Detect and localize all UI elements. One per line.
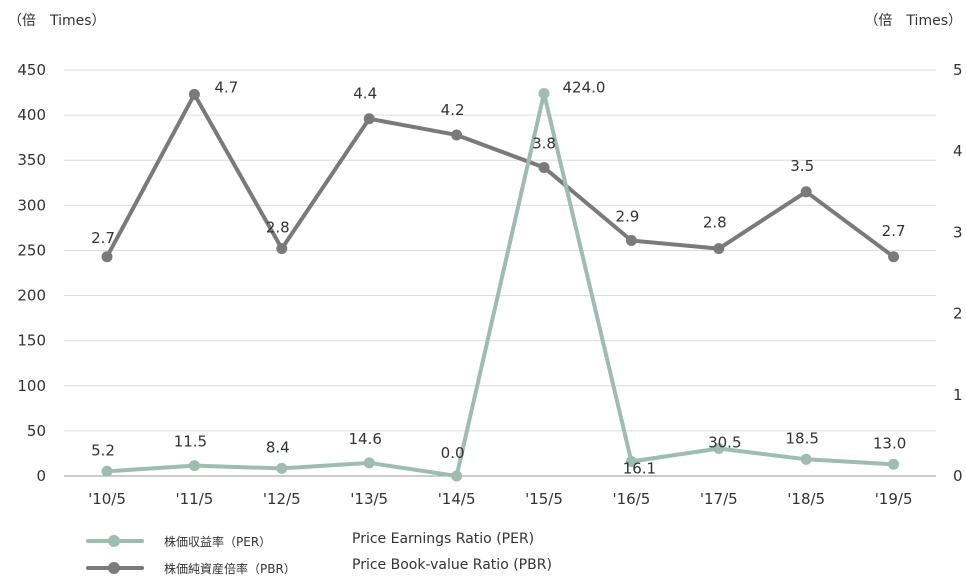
right-tick-label: 4 [953, 142, 963, 160]
legend-marker-pbr [108, 562, 120, 574]
x-tick-label: '12/5 [263, 490, 301, 508]
left-axis-unit: （倍 Times） [8, 13, 106, 29]
gridlines [64, 69, 936, 477]
x-tick-label: '17/5 [700, 490, 738, 508]
legend-item-per [86, 531, 144, 551]
legend-item-pbr [86, 558, 144, 578]
per-data-label: 424.0 [563, 78, 606, 96]
per-point [625, 455, 637, 467]
legend-label-per-en: Price Earnings Ratio (PER) [352, 531, 535, 547]
pbr-series-line [105, 92, 896, 259]
pbr-data-label: 2.7 [882, 222, 906, 240]
left-tick-label: 350 [17, 151, 46, 169]
legend-swatch-per [86, 531, 144, 551]
pbr-data-label: 4.2 [441, 101, 465, 119]
right-axis-unit: （倍 Times） [864, 13, 962, 29]
pbr-data-label: 3.5 [790, 157, 814, 175]
legend-marker-per [108, 535, 120, 547]
left-tick-label: 100 [17, 377, 46, 395]
per-data-label: 11.5 [174, 433, 207, 451]
line-chart: 0 50 100 150 200 250 300 350 400 450 0 1 2 3 4 5 '10/5… [17, 61, 963, 508]
per-point [538, 87, 550, 99]
left-tick-label: 300 [17, 196, 46, 214]
per-point [276, 462, 288, 474]
pbr-point [800, 186, 812, 198]
right-tick-label: 3 [953, 223, 963, 241]
per-data-label: 18.5 [785, 429, 818, 447]
legend-label-per-jp: 株価収益率（PER） [164, 535, 272, 549]
left-tick-label: 50 [27, 422, 46, 440]
per-data-label: 5.2 [91, 441, 115, 459]
right-tick-label: 5 [953, 61, 963, 79]
data-labels: 2.7 4.7 2.8 4.4 4.2 3.8 2.9 2.8 3.5 2.7 5.2 11.5 8.4… [91, 78, 906, 477]
x-tick-label: '16/5 [612, 490, 650, 508]
left-tick-label: 200 [17, 287, 46, 305]
per-point [363, 457, 375, 469]
per-point [713, 442, 725, 454]
per-data-label: 0.0 [441, 444, 465, 462]
pbr-point [101, 251, 113, 263]
pbr-point [276, 243, 288, 255]
pbr-point [363, 113, 375, 125]
x-tick-label: '13/5 [350, 490, 388, 508]
left-tick-label: 400 [17, 106, 46, 124]
left-axis-ticks: 0 50 100 150 200 250 300 350 400 450 [17, 61, 46, 485]
x-axis-ticks: '10/5 '11/5 '12/5 '13/5 '14/5 '15/5 '16/5 '17/5… [88, 490, 912, 508]
per-point [888, 458, 900, 470]
per-point [101, 465, 113, 477]
per-data-label: 8.4 [266, 438, 290, 456]
pbr-data-label: 2.9 [615, 208, 639, 226]
pbr-point [888, 251, 900, 263]
pbr-point [538, 161, 550, 173]
pbr-data-label: 4.4 [353, 85, 377, 103]
per-point [188, 460, 200, 472]
x-tick-label: '15/5 [525, 490, 563, 508]
right-tick-label: 2 [953, 305, 963, 323]
x-tick-label: '10/5 [88, 490, 126, 508]
x-tick-label: '14/5 [438, 490, 476, 508]
right-tick-label: 1 [953, 386, 963, 404]
pbr-data-label: 2.8 [266, 219, 290, 237]
legend-label-pbr-jp: 株価純資産倍率（PBR） [164, 562, 296, 576]
per-data-label: 14.6 [348, 430, 381, 448]
legend-swatch-pbr [86, 558, 144, 578]
x-tick-label: '11/5 [175, 490, 213, 508]
series-layer [101, 87, 900, 482]
left-tick-label: 0 [36, 467, 46, 485]
per-point [451, 470, 463, 482]
pbr-point [188, 88, 200, 100]
right-axis-ticks: 0 1 2 3 4 5 [953, 61, 963, 485]
left-tick-label: 150 [17, 332, 46, 350]
pbr-data-label: 2.7 [91, 229, 115, 247]
per-data-label: 30.5 [708, 433, 741, 451]
per-data-label: 13.0 [873, 434, 906, 452]
pbr-data-label: 2.8 [703, 214, 727, 232]
legend-label-pbr-en: Price Book-value Ratio (PBR) [352, 557, 552, 573]
pbr-data-label: 4.7 [214, 78, 238, 96]
per-point [800, 453, 812, 465]
right-tick-label: 0 [953, 467, 963, 485]
pbr-point [625, 235, 637, 247]
pbr-point [451, 129, 463, 141]
pbr-data-label: 3.8 [532, 134, 556, 152]
per-series-line [105, 91, 896, 478]
pbr-point [713, 243, 725, 255]
x-tick-label: '18/5 [787, 490, 825, 508]
per-data-label: 16.1 [623, 459, 656, 477]
left-tick-label: 250 [17, 241, 46, 259]
left-tick-label: 450 [17, 61, 46, 79]
x-tick-label: '19/5 [875, 490, 913, 508]
